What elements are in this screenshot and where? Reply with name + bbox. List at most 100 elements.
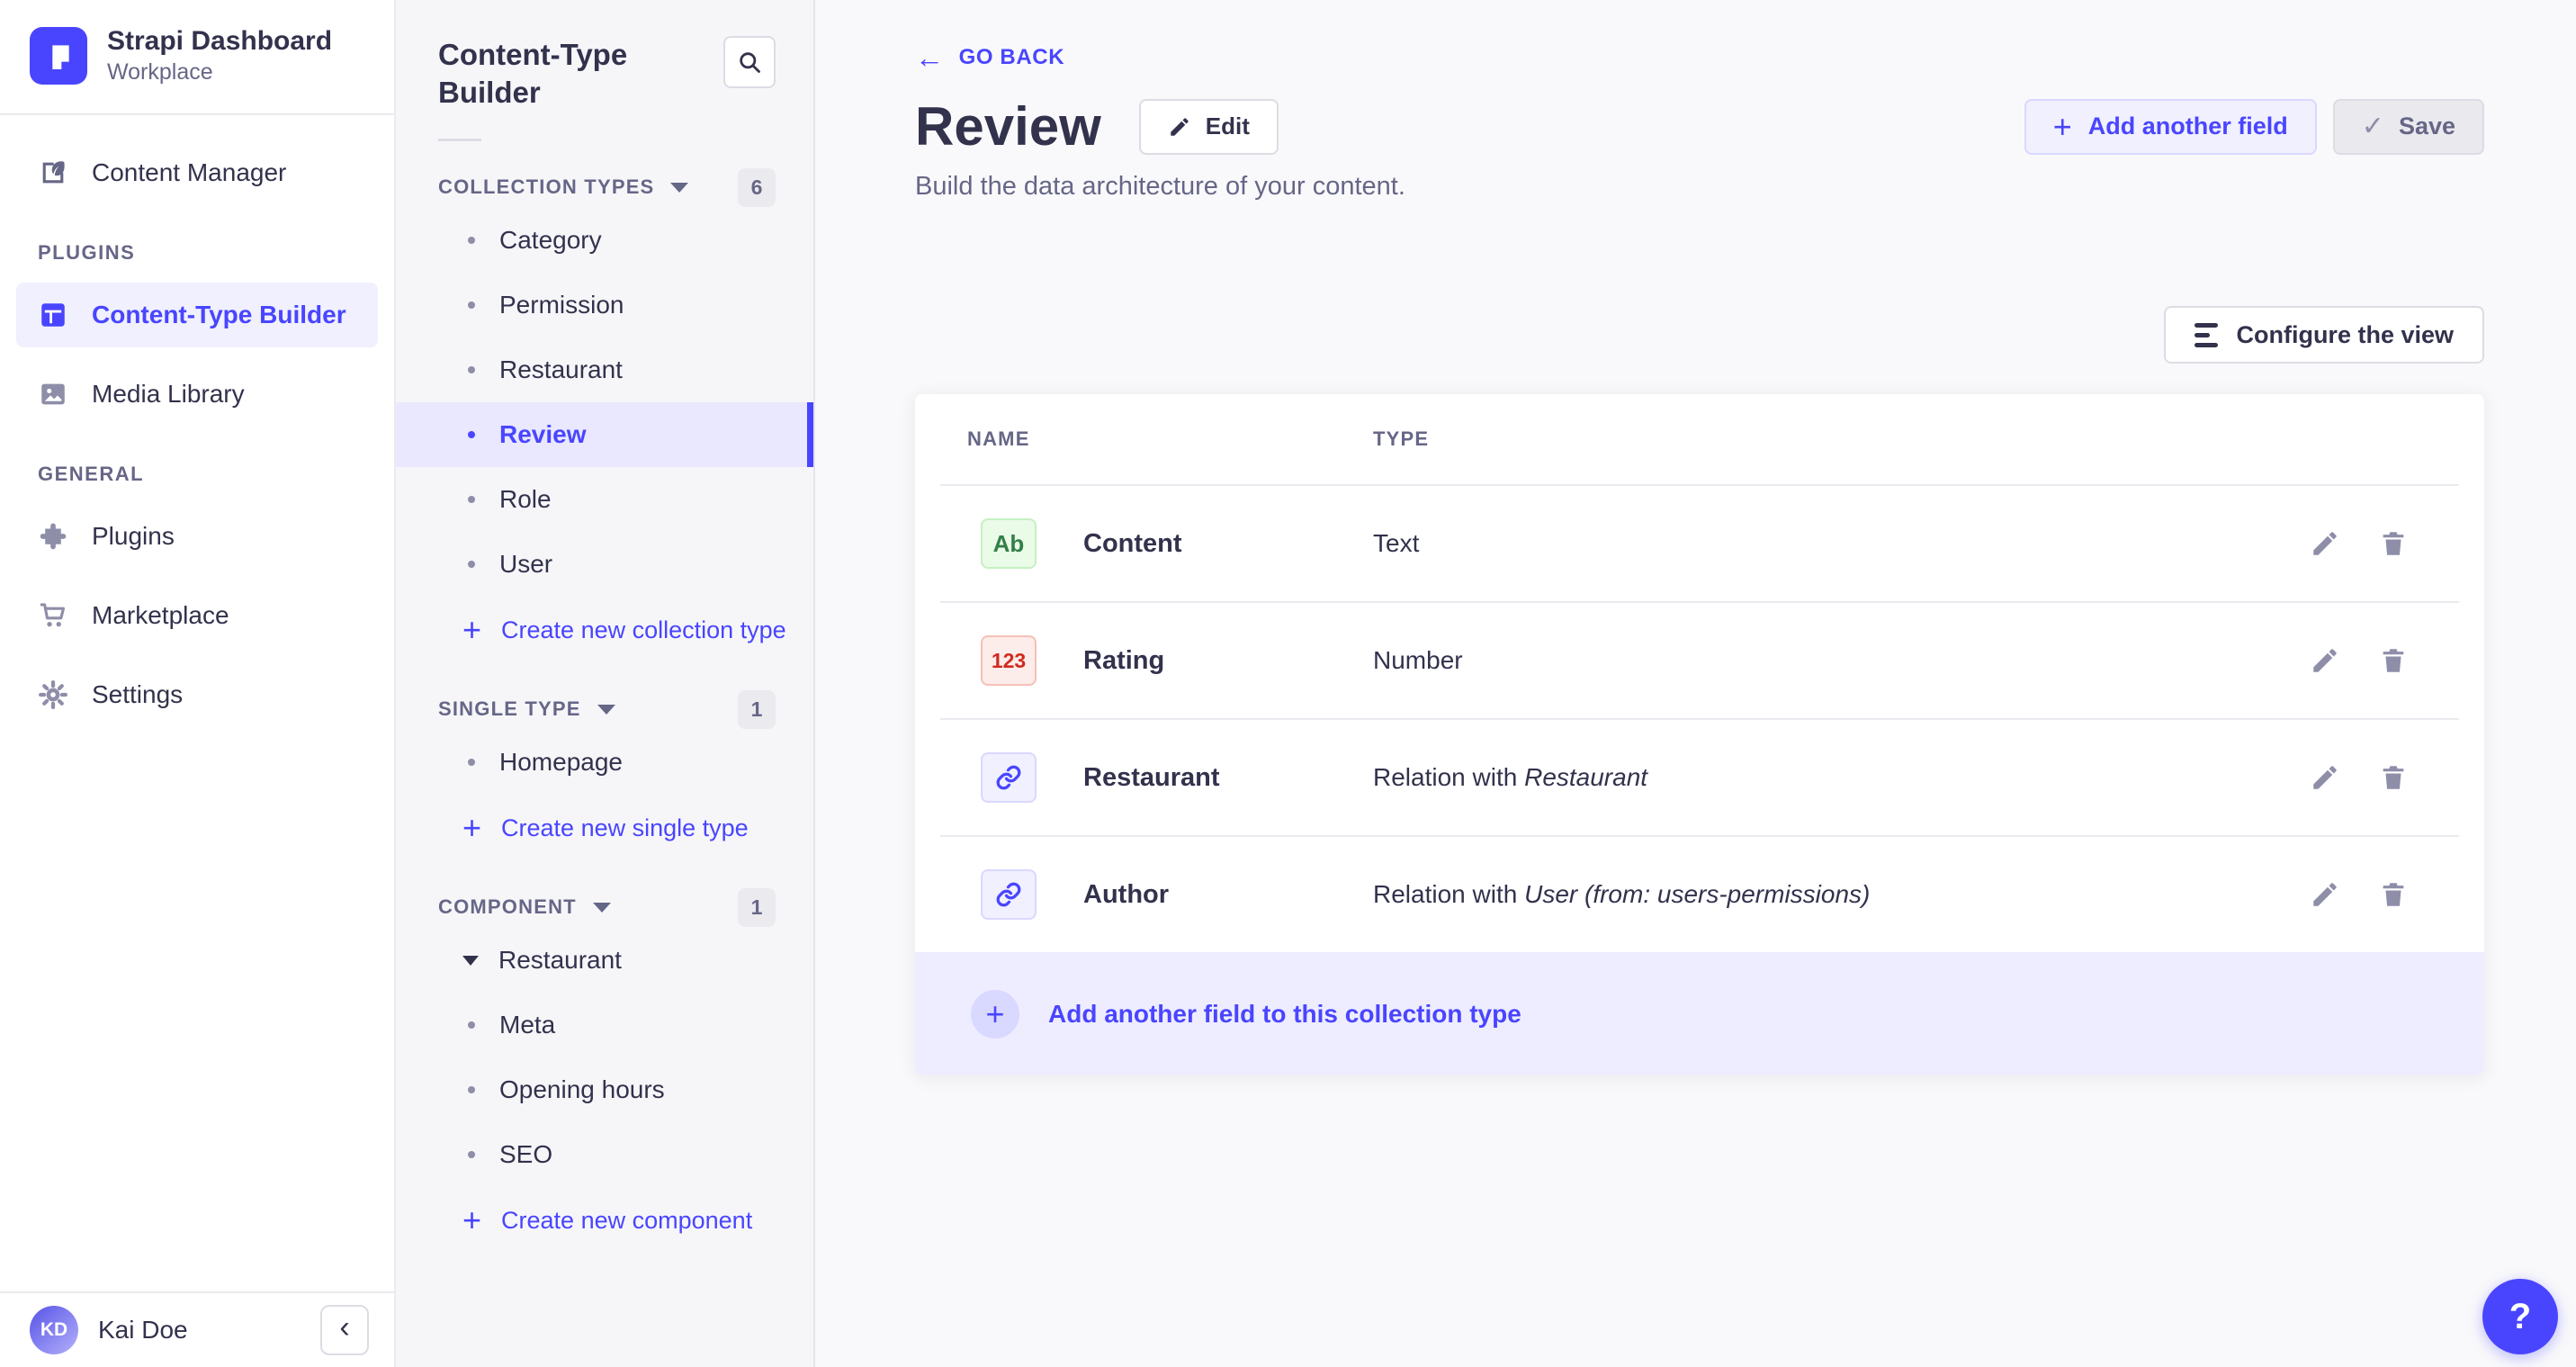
help-button[interactable]: ? (2482, 1279, 2558, 1354)
subnav-item-user[interactable]: User (396, 532, 813, 597)
sidebar-item-media-library[interactable]: Media Library (16, 362, 378, 427)
number-field-badge: 123 (981, 635, 1037, 686)
section-single-type[interactable]: SINGLE TYPE 1 (396, 688, 813, 730)
save-button[interactable]: ✓ Save (2332, 98, 2484, 155)
subnav-item-role[interactable]: Role (396, 467, 813, 532)
relation-link-icon (995, 881, 1022, 908)
panel-title: Content-Type Builder (438, 38, 628, 109)
action-label: Create new single type (501, 814, 749, 841)
workspace-name: Workplace (107, 59, 213, 85)
plugins-puzzle-icon (38, 521, 68, 552)
column-header-type: TYPE (1373, 427, 1430, 450)
subnav-item-label: Restaurant (499, 355, 623, 383)
subnav-item-homepage[interactable]: Homepage (396, 730, 813, 795)
subnav-item-label: Opening hours (499, 1075, 665, 1103)
subnav-item-label: User (499, 550, 553, 578)
subnav-item-opening-hours[interactable]: Opening hours (396, 1057, 813, 1122)
main-content: ← GO BACK Review Edit + Add another fiel… (815, 0, 2576, 1367)
subnav-item-component-restaurant[interactable]: Restaurant (396, 928, 813, 993)
subnav-item-seo[interactable]: SEO (396, 1122, 813, 1187)
plus-icon: + (462, 809, 482, 846)
subnav-item-restaurant[interactable]: Restaurant (396, 337, 813, 402)
avatar[interactable]: KD (30, 1306, 78, 1354)
question-mark-icon: ? (2509, 1296, 2532, 1336)
edit-label: Edit (1205, 112, 1250, 139)
fields-table: NAME TYPE Ab Content Text (915, 394, 2484, 1075)
section-label: SINGLE TYPE (438, 697, 581, 720)
field-name: Author (1083, 879, 1170, 909)
collapse-sidebar-button[interactable]: ‹ (320, 1305, 369, 1355)
bullet-icon (468, 1151, 475, 1158)
chevron-down-icon (592, 902, 611, 913)
field-name: Rating (1083, 645, 1165, 675)
create-new-collection-type-link[interactable]: + Create new collection type (396, 597, 813, 663)
section-collection-types[interactable]: COLLECTION TYPES 6 (396, 166, 813, 208)
relation-field-badge (981, 869, 1037, 920)
strapi-logo-icon (30, 27, 87, 85)
sidebar-item-label: Media Library (92, 380, 245, 408)
edit-field-button[interactable] (2310, 762, 2340, 793)
bullet-icon (468, 366, 475, 373)
create-new-single-type-link[interactable]: + Create new single type (396, 795, 813, 861)
sidebar-item-settings[interactable]: Settings (16, 662, 378, 727)
subnav-item-category[interactable]: Category (396, 208, 813, 273)
edit-field-button[interactable] (2310, 879, 2340, 910)
bullet-icon (468, 759, 475, 766)
sidebar-section-general: GENERAL (38, 463, 145, 485)
bullet-icon (468, 237, 475, 244)
table-row-restaurant: Restaurant Relation with Restaurant (940, 718, 2459, 835)
subnav-item-meta[interactable]: Meta (396, 993, 813, 1057)
media-library-icon (38, 379, 68, 409)
subnav-item-review[interactable]: Review (396, 402, 813, 467)
sidebar-footer: KD Kai Doe ‹ (0, 1291, 394, 1367)
sidebar-item-content-type-builder[interactable]: Content-Type Builder (16, 283, 378, 347)
settings-gear-icon (38, 679, 68, 710)
configure-the-view-button[interactable]: Configure the view (2164, 306, 2484, 364)
sidebar-item-label: Content Manager (92, 158, 287, 186)
add-another-field-button[interactable]: + Add another field (2024, 98, 2317, 155)
subnav-item-permission[interactable]: Permission (396, 273, 813, 337)
brand: Strapi Dashboard Workplace (0, 0, 394, 113)
delete-field-button[interactable] (2378, 528, 2409, 559)
edit-field-button[interactable] (2310, 528, 2340, 559)
search-button[interactable] (723, 36, 776, 88)
go-back-link[interactable]: ← GO BACK (915, 43, 1064, 72)
bullet-icon (468, 561, 475, 568)
delete-field-button[interactable] (2378, 879, 2409, 910)
sidebar-nav: Content Manager PLUGINS Content-Type Bui… (0, 113, 394, 1291)
content-manager-icon (38, 157, 68, 188)
count-badge: 6 (738, 167, 776, 207)
plus-icon: + (462, 611, 482, 648)
page-subtitle: Build the data architecture of your cont… (915, 172, 1405, 201)
add-field-to-collection-button[interactable]: + Add another field to this collection t… (915, 952, 2484, 1075)
table-row-rating: 123 Rating Number (940, 601, 2459, 718)
field-name: Restaurant (1083, 762, 1220, 792)
sidebar-item-content-manager[interactable]: Content Manager (16, 140, 378, 205)
subnav-item-label: Category (499, 226, 602, 254)
column-header-name: NAME (967, 427, 1030, 450)
sidebar-item-plugins[interactable]: Plugins (16, 504, 378, 569)
pencil-icon (1168, 115, 1191, 139)
subnav-item-label: Restaurant (498, 946, 622, 974)
delete-field-button[interactable] (2378, 645, 2409, 676)
edit-field-button[interactable] (2310, 645, 2340, 676)
app-sidebar: Strapi Dashboard Workplace Content Manag… (0, 0, 396, 1367)
sidebar-item-label: Settings (92, 680, 184, 708)
create-new-component-link[interactable]: + Create new component (396, 1187, 813, 1254)
relation-field-badge (981, 752, 1037, 803)
relation-link-icon (995, 764, 1022, 791)
subnav-item-label: Role (499, 485, 552, 513)
sidebar-item-label: Content-Type Builder (92, 301, 346, 328)
field-type: Number (1373, 646, 1463, 674)
plus-icon: + (2052, 107, 2072, 145)
delete-field-button[interactable] (2378, 762, 2409, 793)
edit-button[interactable]: Edit (1138, 98, 1279, 155)
divider (438, 139, 481, 141)
section-label: COMPONENT (438, 895, 577, 918)
section-component[interactable]: COMPONENT 1 (396, 886, 813, 928)
sidebar-item-marketplace[interactable]: Marketplace (16, 583, 378, 648)
chevron-left-icon: ‹ (339, 1309, 350, 1345)
subnav-item-label: Review (499, 420, 587, 448)
configure-label: Configure the view (2236, 320, 2454, 348)
app-title: Strapi Dashboard (107, 26, 333, 56)
